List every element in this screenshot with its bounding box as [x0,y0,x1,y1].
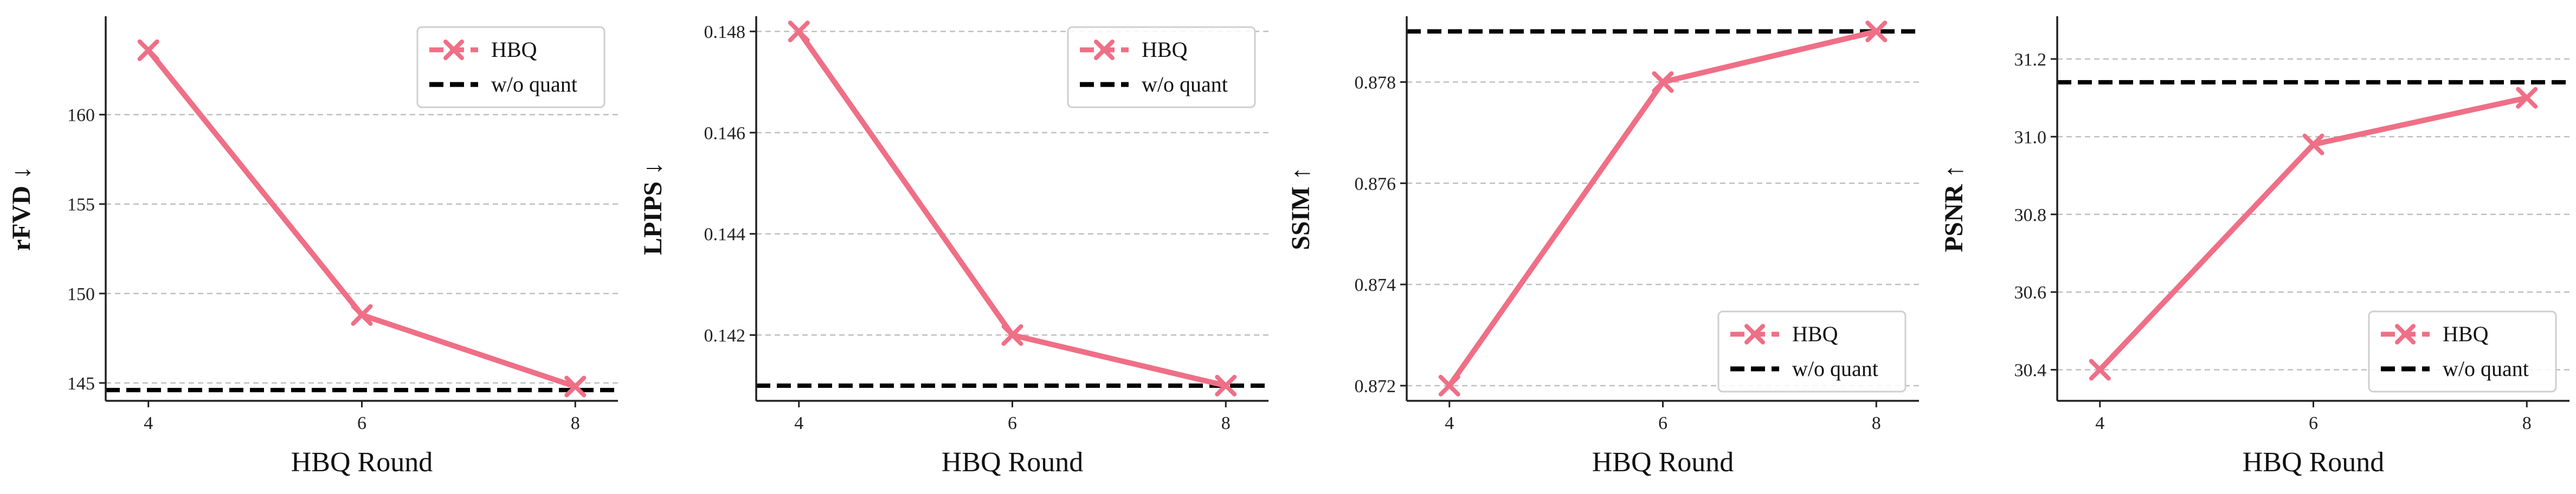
hbq-point-3-b [1215,374,1237,396]
legend-hbq-marker-b [443,40,464,60]
x-axis-title: HBQ Round [291,447,433,478]
y-tick-label: 0.146 [704,123,746,144]
hbq-point-1 [137,39,159,61]
x-tick-label: 4 [1445,413,1454,433]
legend: HBQ w/o quant [1067,26,1256,108]
y-tick-label: 145 [67,374,95,394]
chart-panel-3: 0.872 0.874 0.876 0.878 4 6 8 HBQ Round SSIM ↑ HB… [1286,16,1919,478]
hbq-point-3 [564,375,587,398]
hbq-point-3 [2516,87,2538,109]
y-tick-label: 155 [67,195,95,215]
x-axis-title: HBQ Round [1592,447,1734,478]
y-axis-title: SSIM ↑ [1286,167,1315,250]
y-tick-label: 0.874 [1355,275,1396,295]
legend-hbq-marker [1094,40,1115,60]
legend: HBQ w/o quant [416,26,606,108]
hbq-point-2-b [1001,324,1023,346]
legend-hbq-marker-b [2395,324,2416,344]
legend: HBQ w/o quant [1717,310,1907,393]
legend-box [1717,310,1907,393]
x-tick-label: 4 [144,413,153,433]
legend-hbq-label: HBQ [491,37,537,62]
hbq-point-2-b [351,304,373,326]
legend-hbq-marker [1744,324,1765,344]
y-tick-label: 0.148 [704,22,746,42]
x-tick-label: 8 [1872,413,1881,433]
legend-hbq-label: HBQ [1142,37,1188,62]
x-tick-label: 8 [2522,413,2532,433]
x-tick-label: 8 [1221,413,1231,433]
legend-hbq-marker-b [1094,40,1115,60]
hbq-point-1-b [1438,374,1460,396]
x-tick-label: 6 [357,413,366,433]
y-tick-label: 0.876 [1355,174,1396,194]
legend-hbq-label: HBQ [1792,322,1838,346]
x-tick-label: 8 [571,413,580,433]
legend-baseline-label: w/o quant [2443,356,2529,381]
y-axis-title: rFVD ↓ [7,166,36,251]
hbq-point-1-b [137,39,159,61]
x-tick-label: 6 [1658,413,1667,433]
legend-baseline-label: w/o quant [1792,356,1878,381]
y-tick-label: 0.878 [1355,73,1396,93]
y-tick-label: 150 [67,284,95,304]
y-axis-title: PSNR ↑ [1940,165,1968,252]
y-tick-label: 0.142 [704,326,746,346]
x-axis-title: HBQ Round [2243,447,2384,478]
x-tick-label: 6 [2309,413,2318,433]
legend-box [416,26,606,108]
legend-baseline-label: w/o quant [1142,72,1228,96]
legend-hbq-marker-b [1744,324,1765,344]
chart-panel-1: 145 150 155 160 4 6 8 HBQ Round rFVD ↓ HBQ w/o qua… [7,16,618,478]
legend-hbq-marker [2395,324,2416,344]
legend-box [2368,310,2557,393]
x-tick-label: 6 [1008,413,1017,433]
y-tick-label: 0.144 [704,225,746,245]
y-tick-label: 30.4 [2014,361,2047,381]
hbq-point-1-b [788,21,810,43]
hbq-point-1 [788,21,810,43]
legend-hbq-marker [443,40,464,60]
hbq-point-3 [1865,21,1888,43]
hbq-point-2-b [1652,71,1674,93]
x-tick-label: 4 [2095,413,2104,433]
chart-panel-4: 30.4 30.6 30.8 31.0 31.2 4 6 8 HBQ Round PSNR ↑ HB… [1940,16,2569,478]
hbq-point-1-b [2089,359,2111,381]
hbq-point-2-b [2302,133,2324,155]
legend: HBQ w/o quant [2368,310,2557,393]
legend-hbq-label: HBQ [2443,322,2489,346]
hbq-point-3-b [564,375,587,398]
y-axis-title: LPIPS ↓ [639,162,667,255]
hbq-point-3-b [1865,21,1888,43]
hbq-point-1 [1438,374,1460,396]
y-tick-label: 30.8 [2014,205,2047,225]
hbq-point-2 [351,304,373,326]
y-tick-label: 160 [67,106,95,126]
y-tick-label: 31.2 [2014,50,2047,70]
x-tick-label: 4 [794,413,803,433]
x-axis-title: HBQ Round [942,447,1083,478]
hbq-point-2 [1652,71,1674,93]
hbq-point-2 [2302,133,2324,155]
hbq-point-3-b [2516,87,2538,109]
hbq-point-1 [2089,359,2111,381]
y-tick-label: 30.6 [2014,283,2047,303]
legend-baseline-label: w/o quant [491,72,577,96]
y-tick-label: 0.872 [1355,376,1396,396]
hbq-point-3 [1215,374,1237,396]
hbq-point-2 [1001,324,1023,346]
y-tick-label: 31.0 [2014,127,2047,147]
legend-box [1067,26,1256,108]
chart-panel-2: 0.142 0.144 0.146 0.148 4 6 8 HBQ Round LPIPS ↓ H… [639,16,1268,478]
